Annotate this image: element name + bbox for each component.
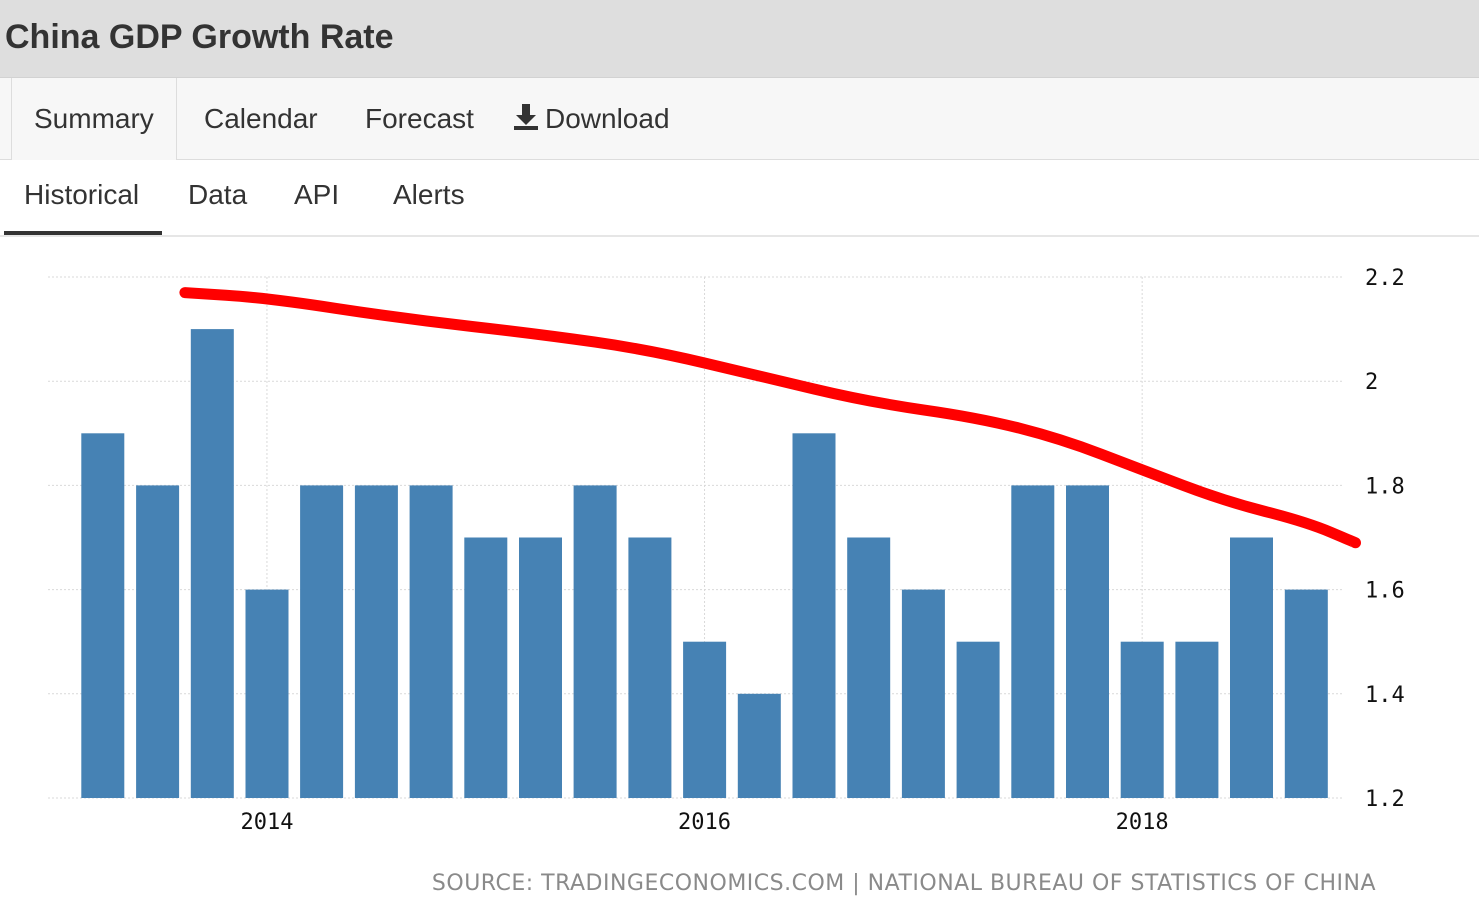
bar bbox=[956, 641, 1000, 798]
tab-summary[interactable]: Summary bbox=[11, 78, 177, 160]
subtab-api-label: API bbox=[294, 179, 340, 210]
y-axis-ticks: 2.2 2 1.8 1.6 1.4 1.2 bbox=[1365, 266, 1405, 812]
bar bbox=[1011, 485, 1055, 798]
main-tabs: Summary Calendar Forecast Download bbox=[0, 78, 1479, 160]
bar bbox=[901, 589, 945, 798]
subtab-alerts[interactable]: Alerts bbox=[393, 160, 465, 235]
sub-tabs: Historical Data API Alerts bbox=[0, 160, 1479, 237]
y-tick-label: 1.8 bbox=[1365, 474, 1405, 499]
tab-calendar[interactable]: Calendar bbox=[204, 78, 318, 160]
subtab-data[interactable]: Data bbox=[188, 160, 247, 235]
title-bar: China GDP Growth Rate bbox=[0, 0, 1479, 78]
bar bbox=[354, 485, 398, 798]
gdp-growth-chart: 2.2 2 1.8 1.6 1.4 1.2 2014 2016 2018 SOURCE: TR… bbox=[48, 266, 1405, 896]
subtab-historical-label: Historical bbox=[24, 179, 140, 210]
tab-calendar-label: Calendar bbox=[204, 103, 318, 134]
trend-annotation-line bbox=[179, 287, 1361, 549]
y-tick-label: 1.6 bbox=[1365, 579, 1405, 604]
subtab-alerts-label: Alerts bbox=[393, 179, 465, 210]
bar bbox=[190, 329, 234, 798]
trend-annotation-layer bbox=[179, 287, 1361, 549]
bar bbox=[81, 433, 125, 798]
bar bbox=[1066, 485, 1109, 798]
y-tick-label: 1.2 bbox=[1365, 787, 1405, 812]
subtab-data-label: Data bbox=[188, 179, 248, 210]
tab-download[interactable]: Download bbox=[513, 78, 670, 160]
bar bbox=[300, 485, 344, 798]
bar bbox=[1175, 641, 1219, 798]
y-tick-label: 2 bbox=[1365, 370, 1378, 395]
bar bbox=[737, 693, 781, 798]
bar bbox=[628, 537, 672, 798]
x-tick-label: 2014 bbox=[240, 810, 293, 835]
bar bbox=[519, 537, 562, 798]
bar bbox=[464, 537, 508, 798]
bars-layer bbox=[81, 329, 1328, 798]
bar bbox=[1284, 589, 1328, 798]
x-axis-ticks: 2014 2016 2018 bbox=[240, 810, 1168, 835]
tab-forecast-label: Forecast bbox=[365, 103, 474, 134]
bar bbox=[1120, 641, 1164, 798]
bar bbox=[1230, 537, 1273, 798]
y-tick-label: 2.2 bbox=[1365, 266, 1405, 291]
source-label: SOURCE: TRADINGECONOMICS.COM | NATIONAL … bbox=[432, 871, 1376, 896]
x-tick-label: 2018 bbox=[1116, 810, 1169, 835]
bar bbox=[409, 485, 453, 798]
subtab-api[interactable]: API bbox=[294, 160, 339, 235]
tab-forecast[interactable]: Forecast bbox=[365, 78, 474, 160]
download-icon bbox=[514, 103, 538, 130]
bar bbox=[847, 537, 891, 798]
bar bbox=[245, 589, 289, 798]
bar bbox=[792, 433, 836, 798]
page-title: China GDP Growth Rate bbox=[5, 18, 394, 56]
subtab-historical[interactable]: Historical bbox=[4, 160, 162, 235]
y-tick-label: 1.4 bbox=[1365, 683, 1405, 708]
chart-container: 2.2 2 1.8 1.6 1.4 1.2 2014 2016 2018 SOURCE: TR… bbox=[0, 237, 1479, 911]
x-tick-label: 2016 bbox=[678, 810, 731, 835]
tab-download-label: Download bbox=[545, 103, 670, 134]
bar bbox=[136, 485, 180, 798]
grid-layer bbox=[48, 276, 1342, 799]
bar bbox=[683, 641, 727, 798]
tab-summary-label: Summary bbox=[34, 103, 154, 134]
bar bbox=[573, 485, 617, 798]
